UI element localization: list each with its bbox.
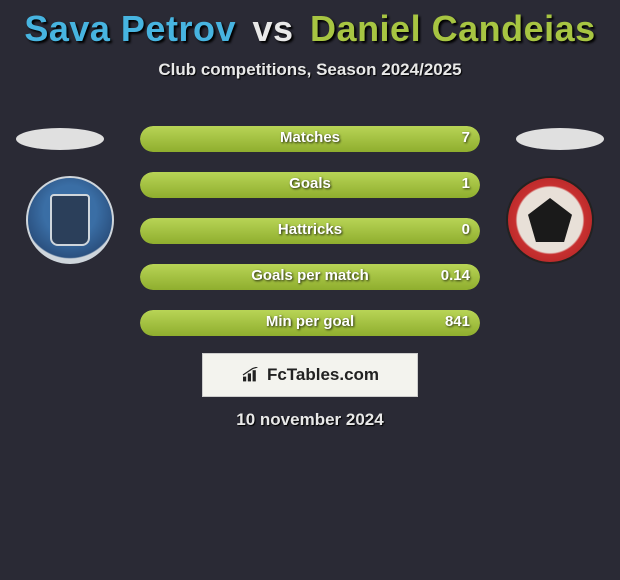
stat-bar-track — [140, 310, 480, 336]
stat-bar-right-fill — [140, 310, 480, 336]
player1-club-badge-shield — [50, 194, 90, 246]
brand-text: FcTables.com — [267, 365, 379, 385]
comparison-title: Sava Petrov vs Daniel Candeias — [0, 0, 620, 50]
stat-bar-track — [140, 218, 480, 244]
vs-text: vs — [252, 8, 293, 49]
stat-bar-track — [140, 126, 480, 152]
snapshot-date: 10 november 2024 — [0, 410, 620, 430]
player2-name: Daniel Candeias — [310, 8, 596, 49]
stat-bar-track — [140, 172, 480, 198]
brand-box: FcTables.com — [202, 353, 418, 397]
player2-ellipse — [516, 128, 604, 150]
player2-club-badge-eagle — [528, 198, 572, 242]
player2-club-badge — [506, 176, 594, 264]
subtitle: Club competitions, Season 2024/2025 — [0, 60, 620, 80]
stat-row: Goals per match0.14 — [140, 264, 480, 290]
stat-bar-track — [140, 264, 480, 290]
stat-value-right: 0 — [462, 221, 470, 238]
stat-value-right: 1 — [462, 175, 470, 192]
stat-row: Hattricks0 — [140, 218, 480, 244]
stats-bars: Matches7 Goals1 Hattricks0 Goals per match0… — [140, 126, 480, 356]
stat-bar-right-fill — [140, 264, 480, 290]
stat-row: Matches7 — [140, 126, 480, 152]
stat-value-right: 7 — [462, 129, 470, 146]
stat-value-right: 0.14 — [441, 267, 470, 284]
stat-row: Goals1 — [140, 172, 480, 198]
stat-bar-right-fill — [140, 172, 480, 198]
stat-row: Min per goal841 — [140, 310, 480, 336]
player1-club-badge — [26, 176, 114, 264]
stat-bar-right-fill — [140, 126, 480, 152]
brand-chart-icon — [241, 367, 261, 383]
player1-ellipse — [16, 128, 104, 150]
stat-value-right: 841 — [445, 313, 470, 330]
stat-bar-right-fill — [140, 218, 480, 244]
player1-name: Sava Petrov — [24, 8, 236, 49]
